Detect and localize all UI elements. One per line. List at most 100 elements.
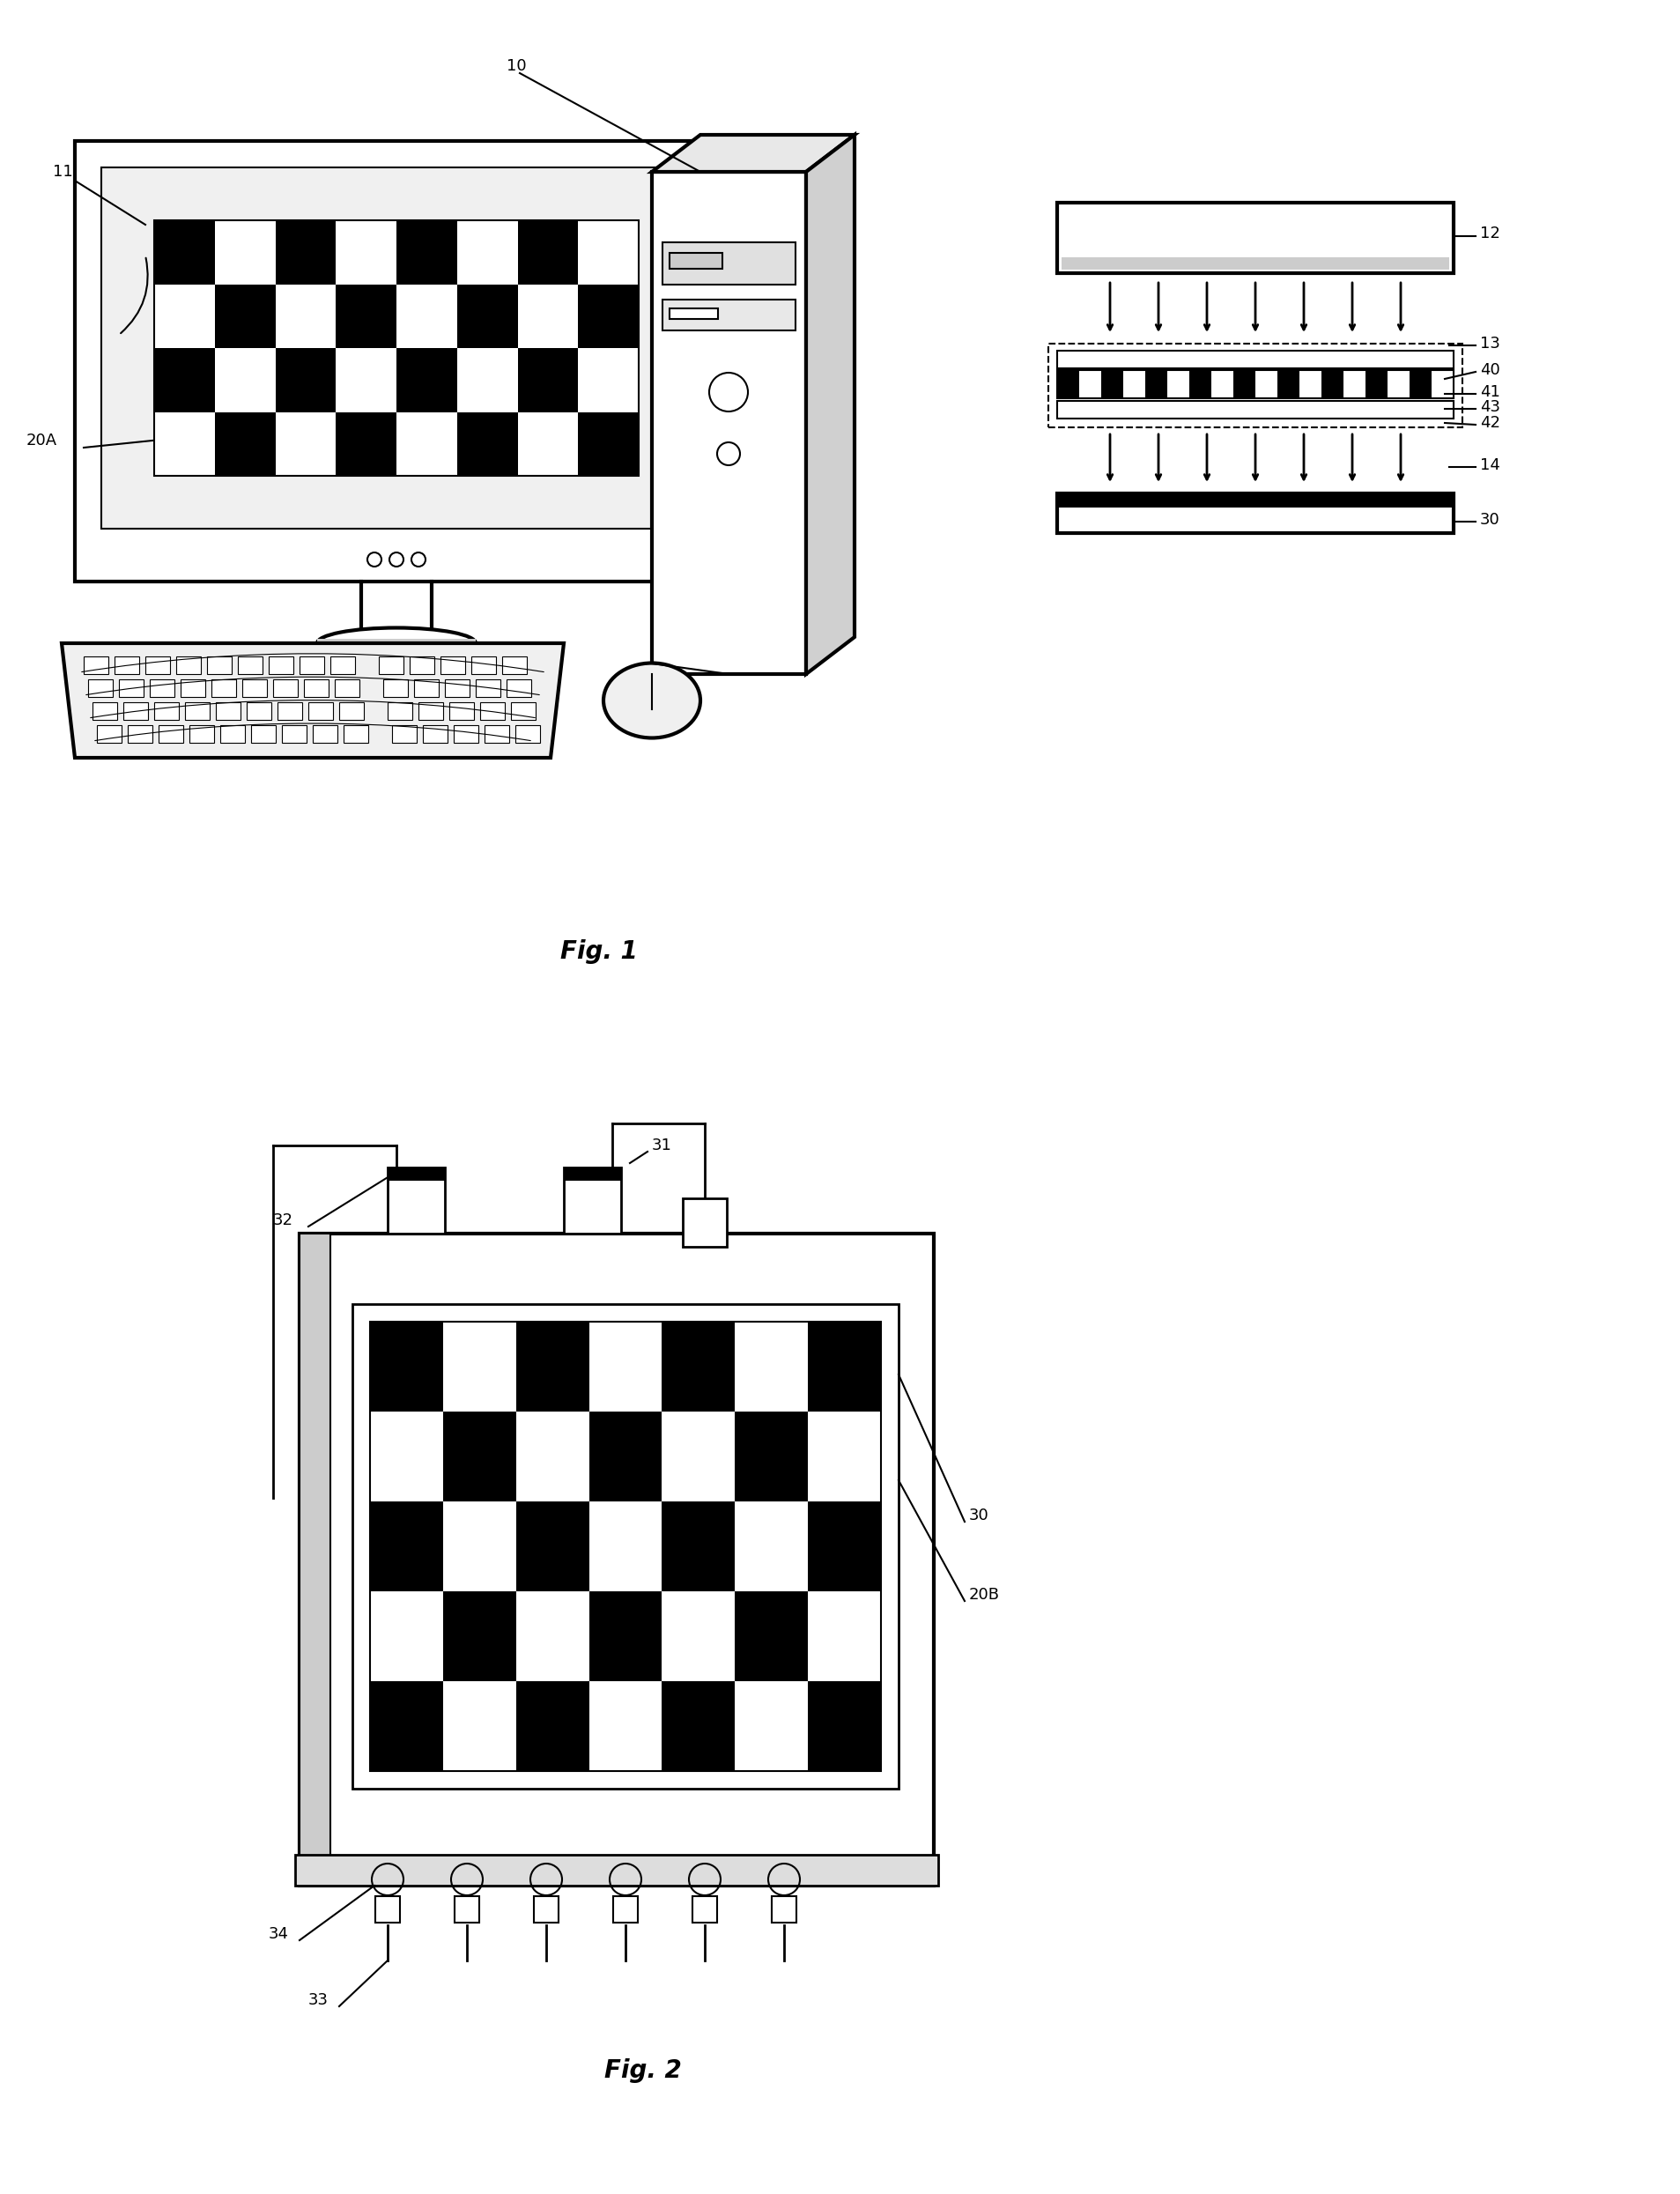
Bar — [534, 1896, 558, 1922]
Bar — [734, 1411, 808, 1501]
Bar — [336, 349, 396, 412]
Bar — [155, 219, 215, 285]
Text: 40: 40 — [1480, 362, 1500, 377]
Bar — [276, 349, 336, 412]
Bar — [1168, 371, 1189, 399]
Bar — [339, 702, 365, 720]
Bar — [1211, 371, 1233, 399]
Bar — [578, 349, 638, 412]
Bar — [662, 1591, 734, 1681]
Bar — [1057, 494, 1453, 533]
Bar — [662, 1681, 734, 1771]
Bar — [215, 219, 276, 285]
Bar — [299, 656, 324, 674]
Bar — [396, 219, 457, 285]
Bar — [662, 1501, 734, 1591]
Bar — [1299, 371, 1322, 399]
Bar — [652, 171, 806, 674]
Bar — [1124, 371, 1146, 399]
Bar — [1057, 371, 1453, 399]
Text: 13: 13 — [1480, 336, 1500, 351]
Text: 30: 30 — [1480, 511, 1500, 529]
Bar — [336, 412, 396, 476]
Bar — [304, 680, 329, 698]
Bar — [808, 1591, 880, 1681]
Bar — [771, 1896, 796, 1922]
Bar — [383, 680, 408, 698]
Bar — [734, 1591, 808, 1681]
Text: 43: 43 — [1480, 399, 1500, 415]
Bar — [517, 349, 578, 412]
Bar — [391, 726, 417, 744]
Bar — [423, 726, 447, 744]
Bar — [734, 1321, 808, 1411]
Bar — [507, 680, 531, 698]
Bar — [1410, 371, 1431, 399]
Bar — [1322, 371, 1344, 399]
Bar — [1057, 402, 1453, 419]
Bar — [444, 1681, 516, 1771]
Bar — [370, 1411, 444, 1501]
Bar — [396, 349, 457, 412]
Bar — [190, 726, 213, 744]
Text: 12: 12 — [1480, 226, 1500, 241]
Text: 14: 14 — [1480, 456, 1500, 474]
Bar — [155, 219, 638, 476]
Bar — [370, 1321, 880, 1771]
Bar — [472, 656, 496, 674]
Bar — [215, 285, 276, 349]
Bar — [282, 726, 306, 744]
Bar — [158, 726, 183, 744]
Text: 34: 34 — [269, 1926, 289, 1942]
Text: 11: 11 — [52, 165, 72, 180]
Bar — [84, 656, 108, 674]
Bar — [1100, 371, 1124, 399]
Bar — [457, 349, 517, 412]
Bar — [128, 726, 153, 744]
Bar — [590, 1591, 662, 1681]
Bar — [312, 726, 338, 744]
Bar — [269, 656, 294, 674]
Text: 42: 42 — [1480, 415, 1500, 430]
Bar — [250, 726, 276, 744]
Bar — [1057, 351, 1453, 369]
Bar — [1048, 344, 1462, 428]
Bar — [444, 1591, 516, 1681]
Bar — [516, 1501, 590, 1591]
Bar — [375, 1896, 400, 1922]
Bar — [613, 1896, 638, 1922]
Bar — [578, 219, 638, 285]
Bar — [212, 680, 237, 698]
Bar — [692, 1896, 717, 1922]
Bar — [92, 702, 118, 720]
Bar — [502, 656, 528, 674]
Bar — [410, 656, 435, 674]
Polygon shape — [806, 134, 855, 674]
Text: 32: 32 — [274, 1213, 294, 1229]
Bar — [388, 702, 412, 720]
Bar — [176, 656, 202, 674]
Bar — [511, 702, 536, 720]
Bar — [185, 702, 210, 720]
Bar — [299, 1233, 934, 1885]
Bar — [370, 1501, 444, 1591]
Bar — [277, 702, 302, 720]
Bar — [590, 1321, 662, 1411]
Bar — [296, 1854, 937, 1885]
Bar — [808, 1501, 880, 1591]
Bar — [239, 656, 262, 674]
Bar — [180, 680, 205, 698]
Bar — [444, 1501, 516, 1591]
Text: 41: 41 — [1480, 384, 1500, 399]
Bar — [440, 656, 465, 674]
Bar — [564, 1167, 622, 1180]
Bar — [517, 219, 578, 285]
Bar — [155, 702, 178, 720]
Bar — [516, 1591, 590, 1681]
Bar — [76, 140, 717, 581]
Bar — [388, 1167, 445, 1233]
Bar — [318, 638, 475, 660]
Text: 30: 30 — [969, 1507, 990, 1523]
Bar — [215, 349, 276, 412]
Bar — [1388, 371, 1410, 399]
